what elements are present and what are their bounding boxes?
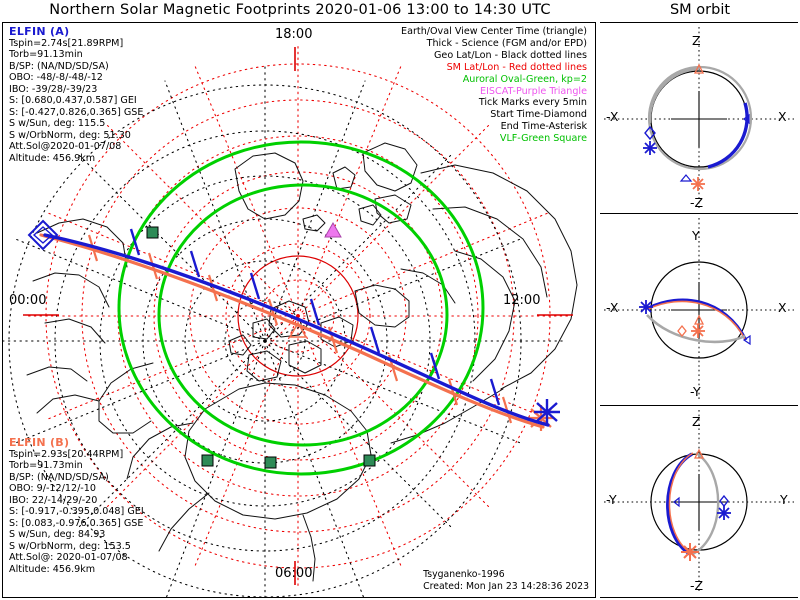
probe-a-line-7: S w/Sun, deg: 115.5 (9, 118, 106, 130)
probe-a-line-8: S w/OrbNorm, deg: 51.30 (9, 129, 131, 141)
model-name: Tsyganenko-1996 (423, 569, 505, 580)
legend-item-4: Auroral Oval-Green, kp=2 (462, 73, 587, 85)
probe-b-line-1: Torb=91.73min (9, 460, 83, 472)
probe-b-name: ELFIN (B) (9, 436, 70, 449)
probe-a-line-5: S: [0.680,0.437,0.587] GEI (9, 95, 137, 107)
orbit-panel-yz[interactable]: Z -Y Y -Z (600, 406, 798, 598)
probe-a-line-6: S: [-0.427,0.826,0.365] GSE (9, 106, 144, 118)
mlt-label-ticks (23, 47, 573, 585)
auroral-oval (117, 140, 485, 476)
sm-orbit-title: SM orbit (669, 2, 731, 18)
orbit-xz-label-x-left: -X (606, 109, 619, 124)
orbit-panel-xz[interactable]: Z -X X -Z (600, 22, 798, 214)
end-time-asterisk-a (534, 399, 560, 425)
legend-item-0: Earth/Oval View Center Time (triangle) (401, 26, 587, 37)
probe-b-line-2: B/SP: (NA/ND/SD/SA) (9, 471, 109, 483)
probe-b-line-5: S: [-0.917,-0.395,0.048] GEI (9, 506, 144, 518)
orbit-xz-label-x-right: X (778, 109, 787, 124)
probe-b-line-10: Altitude: 456.9km (9, 564, 96, 576)
probe-a-line-9: Att.Sol@2020-01-07/08 (9, 141, 122, 153)
legend-item-5: EISCAT-Purple Triangle (480, 85, 587, 97)
footprint-track-elfin-a (27, 219, 560, 427)
mlt-label-00: 00:00 (9, 293, 47, 308)
orbit-xy-label-y-top: Y (692, 228, 700, 243)
sm-mlt-spokes (24, 42, 572, 590)
eiscat-triangle-marker (324, 221, 342, 238)
probe-b-line-6: S: [0.083,-0.976,0.365] GSE (9, 517, 144, 529)
probe-b-line-9: Att.Sol@: 2020-01-07/08 (9, 552, 128, 564)
footer-credits: Tsyganenko-1996 Created: Mon Jan 23 14:2… (423, 569, 589, 593)
probe-a-line-1: Torb=91.13min (9, 49, 83, 61)
probe-b-line-7: S w/Sun, deg: 84.93 (9, 529, 106, 541)
created-timestamp: Created: Mon Jan 23 14:28:36 2023 (423, 581, 589, 592)
probe-a-line-3: OBO: -48/-8/-48/-12 (9, 72, 103, 84)
orbit-xy-label-x-right: X (778, 300, 787, 315)
probe-a-name: ELFIN (A) (9, 25, 70, 38)
vlf-station-markers (146, 226, 376, 469)
probe-a-info-block: ELFIN (A) Tspin=2.74s[21.89RPM] Torb=91.… (9, 26, 143, 165)
sm-inner-circle (237, 255, 359, 377)
orbit-xy-label-y-bottom: -Y (690, 384, 701, 399)
polar-map-panel[interactable]: ELFIN (A) Tspin=2.74s[21.89RPM] Torb=91.… (2, 22, 596, 598)
legend-item-3: SM Lat/Lon - Red dotted lines (446, 61, 587, 73)
map-legend: Earth/Oval View Center Time (triangle) T… (401, 26, 587, 145)
orbit-xz-canvas (604, 27, 794, 211)
mlt-label-12: 12:00 (503, 293, 541, 308)
polar-map-canvas (3, 42, 578, 597)
legend-item-1: Thick - Science (FGM and/or EPD) (426, 37, 587, 49)
probe-b-line-4: IBO: 22/-14/29/-20 (9, 494, 98, 506)
orbit-xz-label-z-bottom: -Z (690, 195, 704, 210)
probe-a-line-10: Altitude: 456.9km (9, 153, 96, 165)
mlt-label-18: 18:00 (275, 27, 313, 42)
orbit-yz-label-y-left: -Y (606, 492, 617, 507)
probe-b-info-block: ELFIN (B) Tspin=2.93s[20.44RPM] Torb=91.… (9, 437, 144, 576)
start-time-diamond-a (27, 219, 59, 251)
mlt-label-06: 06:00 (275, 566, 313, 581)
orbit-xy-canvas (604, 218, 794, 402)
probe-b-line-3: OBO: 9/-12/12/-10 (9, 483, 96, 495)
legend-item-8: End Time-Asterisk (500, 121, 587, 133)
probe-b-line-8: S w/OrbNorm, deg: 153.5 (9, 540, 131, 552)
probe-a-line-4: IBO: -39/28/-39/23 (9, 83, 98, 95)
center-time-triangle-b (288, 321, 308, 338)
legend-item-2: Geo Lat/Lon - Black dotted lines (433, 49, 587, 61)
orbit-yz-label-y-right: Y (780, 492, 788, 507)
orbit-yz-label-z-bottom: -Z (690, 578, 704, 593)
legend-item-9: VLF-Green Square (499, 133, 587, 145)
legend-item-7: Start Time-Diamond (490, 109, 587, 121)
sm-orbit-column: Z -X X -Z (600, 22, 798, 598)
probe-a-line-0: Tspin=2.74s[21.89RPM] (9, 37, 124, 49)
orbit-panel-xy[interactable]: Y -X X -Y (600, 214, 798, 406)
probe-b-line-0: Tspin=2.93s[20.44RPM] (9, 448, 124, 460)
orbit-xz-label-z-top: Z (692, 33, 701, 48)
orbit-yz-label-z-top: Z (692, 414, 701, 429)
orbit-yz-canvas (604, 410, 794, 594)
orbit-xy-label-x-left: -X (606, 300, 619, 315)
legend-item-6: Tick Marks every 5min (478, 97, 587, 109)
probe-a-line-2: B/SP: (NA/ND/SD/SA) (9, 60, 109, 72)
page-title: Northern Solar Magnetic Footprints 2020-… (49, 2, 551, 18)
